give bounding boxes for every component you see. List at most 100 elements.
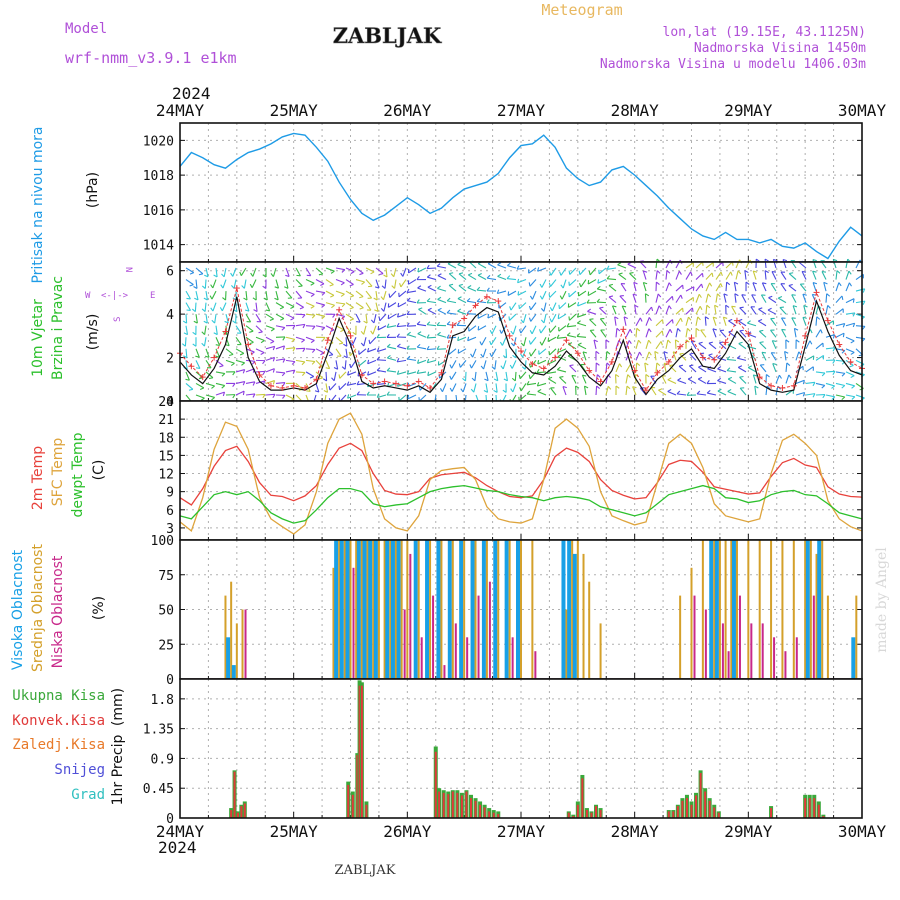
wind-barb-flag — [627, 374, 631, 378]
wind-barb-flag — [470, 388, 475, 393]
wind-barb — [747, 322, 757, 327]
wind-barb-flag — [215, 344, 220, 347]
wind-barb-flag — [838, 282, 842, 287]
wind-barb-flag — [497, 262, 502, 266]
wind-barb — [185, 383, 194, 390]
wind-barb-flag — [386, 391, 390, 396]
wind-barb-flag — [279, 306, 284, 310]
wind-legend-arrows: <-|-> — [101, 291, 129, 301]
wind-barb — [618, 273, 627, 280]
wind-barb-flag — [725, 304, 730, 308]
wind-barb-flag — [851, 396, 856, 400]
wind-barb-flag — [274, 286, 279, 289]
wind-barb — [211, 290, 217, 300]
wind-barb — [571, 375, 577, 384]
wind-barb — [204, 279, 207, 289]
wind-barb — [524, 360, 527, 370]
wind-barb — [462, 383, 467, 393]
wind-barb-flag — [321, 315, 326, 320]
wind-barb — [355, 279, 365, 283]
wind-barb-flag — [388, 293, 391, 298]
wind-barb-flag — [349, 295, 354, 298]
wind-barb — [437, 334, 447, 338]
precip-conv-bar — [442, 792, 445, 818]
wind-barb — [705, 272, 713, 280]
wind-barb-flag — [282, 382, 286, 387]
y-tick-label: 0.45 — [143, 782, 174, 797]
wind-barb-flag — [560, 284, 564, 289]
wind-barb-flag — [368, 339, 371, 344]
wind-barb-flag — [615, 374, 620, 378]
temp-2m-line — [179, 442, 863, 506]
wind-barb — [367, 359, 377, 365]
cloud-mid-bar — [781, 540, 784, 679]
wind-barb-flag — [262, 371, 266, 376]
wind-barb-flag — [210, 284, 214, 289]
wind-barb-flag — [644, 362, 649, 366]
cloud-mid-bar — [497, 540, 500, 679]
wind-barb-flag — [272, 357, 276, 362]
wind-barb-flag — [678, 364, 684, 367]
wind-barb-flag — [841, 350, 846, 354]
wind-barb — [855, 288, 865, 292]
precip-conv-bar — [576, 804, 579, 818]
wind-barb — [285, 302, 295, 308]
wind-barb — [215, 337, 221, 346]
wind-barb — [235, 302, 238, 312]
wind-barb-flag — [469, 364, 473, 369]
wind-barb-flag — [607, 385, 612, 390]
wind-barb — [205, 314, 208, 324]
wind-barb — [494, 360, 497, 370]
wind-barb-flag — [727, 388, 732, 392]
wind-barb — [845, 394, 855, 398]
wind-barb — [245, 302, 250, 312]
precip-conv-bar — [813, 798, 816, 818]
wind-barb — [458, 273, 467, 280]
wind-barb-flag — [549, 271, 552, 276]
cloud-low-bar — [534, 651, 537, 679]
wind-barb — [365, 302, 372, 311]
y-tick-label: 0.9 — [151, 752, 174, 767]
wind-barb — [408, 279, 417, 285]
wind-barb-flag — [311, 361, 316, 365]
wind-barb — [507, 265, 517, 269]
wind-barb-flag — [370, 330, 374, 335]
precip-conv-bar — [808, 798, 811, 818]
wind-barb-flag — [842, 333, 845, 338]
wind-barb — [419, 383, 427, 391]
wind-barb — [547, 371, 557, 375]
wind-barb-flag — [547, 337, 550, 342]
wind-barb-flag — [486, 287, 490, 292]
wind-barb-flag — [687, 376, 693, 380]
wind-barb — [407, 371, 417, 375]
precip-conv-bar — [356, 755, 359, 818]
wind-barb — [375, 302, 379, 312]
wind-barb — [845, 371, 855, 377]
wind-barb — [325, 290, 335, 296]
wind-barb — [437, 287, 447, 292]
wind-barb — [825, 394, 835, 398]
wind-barb-flag — [292, 325, 296, 330]
wind-barb-flag — [812, 282, 818, 285]
wind-barb — [398, 394, 407, 402]
wind-barb — [780, 283, 787, 292]
wind-barb — [767, 309, 777, 315]
wind-barb-flag — [347, 394, 350, 399]
wind-barb-flag — [699, 305, 703, 311]
wind-barb — [437, 309, 447, 315]
wind-barb-flag — [341, 269, 346, 273]
wind-barb — [719, 330, 727, 338]
wind-barb — [522, 348, 527, 358]
wind-barb-flag — [528, 374, 531, 379]
cloud-ylabel-mid: Srednja Oblacnost — [30, 544, 46, 672]
wind-barb-flag — [638, 339, 642, 344]
wind-barb-flag — [508, 316, 511, 321]
wind-barb-flag — [689, 352, 694, 355]
cloud-low-bar — [784, 651, 787, 679]
wind-barb-flag — [788, 283, 793, 287]
wind-barb — [457, 298, 467, 304]
wind-barb-flag — [396, 343, 401, 347]
wind-barb — [243, 279, 247, 289]
wind-barb — [625, 374, 629, 384]
wind-barb — [645, 328, 650, 338]
